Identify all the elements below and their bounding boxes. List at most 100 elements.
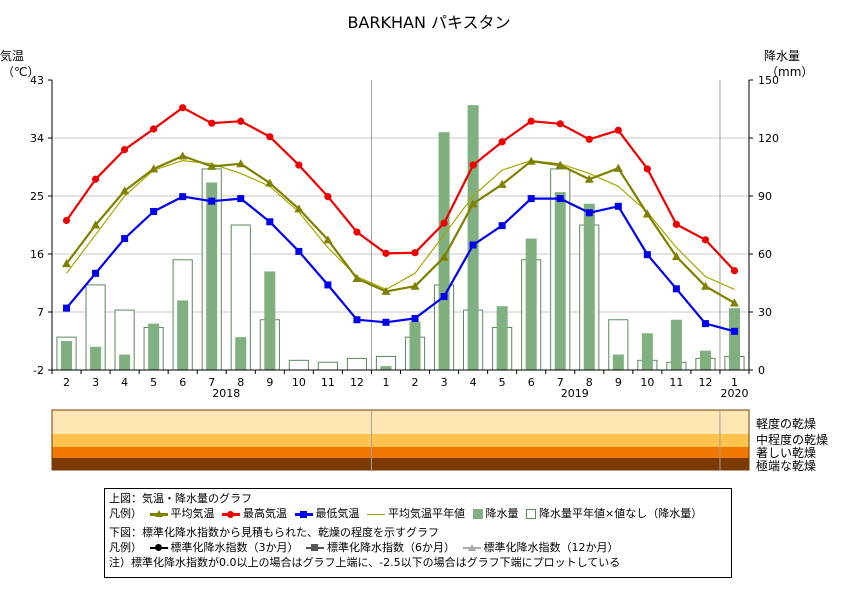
max-temp-point (295, 161, 303, 169)
left-tick-label: 7 (37, 306, 44, 319)
mean-temp-point (613, 163, 623, 172)
x-tick-label: 4 (470, 376, 477, 389)
min-temp-point (440, 293, 448, 301)
x-tick-label: 10 (640, 376, 654, 389)
legend-line-1: 上図：気温・降水量のグラフ (109, 491, 727, 506)
mean-temp-point (729, 298, 739, 307)
x-tick-label: 2 (63, 376, 70, 389)
spi12-swatch-icon (462, 544, 481, 551)
drought-band (52, 410, 749, 434)
x-tick-label: 9 (615, 376, 622, 389)
right-tick-label: 0 (758, 364, 765, 377)
legend-spi3: 標準化降水指数（3か月） (170, 541, 299, 554)
precip-bar (90, 346, 102, 370)
precip-bar (554, 192, 566, 370)
min-temp-point (498, 222, 506, 230)
max-temp-point (411, 249, 419, 257)
mean-temp-point (642, 209, 652, 218)
precip-bar (235, 337, 247, 370)
right-tick-label: 150 (758, 74, 779, 87)
x-tick-label: 6 (179, 376, 186, 389)
mean-temp-point (62, 259, 72, 268)
mean-temp-point (352, 273, 362, 282)
x-tick-label: 5 (499, 376, 506, 389)
precip-bar (525, 238, 537, 370)
precip-bar (467, 105, 479, 370)
normal-temp-line (66, 160, 735, 290)
legend-mean: 平均気温 (170, 507, 215, 520)
drought-band (52, 434, 749, 447)
min-temp-point (179, 193, 187, 201)
left-tick-label: -2 (33, 364, 44, 377)
mean-temp-point (207, 161, 217, 170)
min-temp-point (92, 269, 100, 277)
x-tick-label: 1 (731, 376, 738, 389)
plot-area (52, 80, 749, 370)
max-temp-point (62, 216, 71, 225)
precip-bar (670, 319, 682, 370)
precip-bar (264, 271, 276, 370)
precip-normal-bar (317, 361, 338, 371)
right-tick-label: 30 (758, 306, 772, 319)
mean-temp-point (323, 235, 333, 244)
mean-temp-point (294, 204, 304, 213)
precip-bar (612, 354, 624, 370)
max-temp-point (353, 228, 361, 236)
left-tick-label: 25 (30, 190, 44, 203)
mean-temp-point (671, 252, 681, 261)
x-tick-label: 3 (441, 376, 448, 389)
drought-band (52, 458, 749, 470)
precip-swatch-icon (472, 509, 483, 519)
drought-label-extreme: 極端な乾燥 (756, 458, 816, 473)
legend-note: 注）標準化降水指数が0.0以上の場合はグラフ上端に、-2.5以下の場合はグラフ下… (109, 556, 621, 569)
min-temp-point (150, 207, 158, 215)
min-temp-line (65, 195, 735, 333)
mean-temp-point (178, 151, 188, 160)
precip-bar (119, 354, 131, 370)
legend-bottom-caption: 下図：標準化降水指数から見積もられた、乾燥の程度を示すグラフ (109, 526, 439, 539)
normal-temp-swatch-icon (367, 513, 385, 515)
x-tick-label: 7 (208, 376, 215, 389)
min-temp-point (411, 314, 419, 322)
x-tick-label: 9 (266, 376, 273, 389)
mean-temp-point (265, 178, 275, 187)
drought-label-severe: 著しい乾燥 (756, 446, 816, 460)
max-temp-point (121, 146, 129, 154)
legend-normal: 平均気温平年値 (388, 507, 465, 520)
max-temp-point (585, 135, 593, 143)
mean-temp-point (555, 160, 565, 169)
legend-spi6: 標準化降水指数（6か月） (327, 541, 455, 554)
max-temp-point (730, 267, 739, 275)
max-temp-point (498, 138, 506, 146)
min-temp-point (208, 197, 216, 205)
mean-temp-point (439, 252, 449, 261)
precip-bar (496, 306, 508, 370)
max-temp-point (469, 161, 477, 169)
max-temp-point (556, 120, 564, 128)
legend-line-4: 凡例） 標準化降水指数（3か月） 標準化降水指数（6か月） 標準化降水指数（12… (109, 540, 727, 555)
x-tick-label: 8 (586, 376, 593, 389)
x-tick-label: 6 (528, 376, 535, 389)
x-tick-label: 12 (350, 376, 364, 389)
x-tick-label: 8 (237, 376, 244, 389)
precip-bar (380, 366, 392, 370)
precip-bar (409, 321, 421, 370)
max-temp-point (701, 236, 710, 244)
x-tick-label: 3 (92, 376, 99, 389)
min-temp-point (585, 209, 593, 217)
min-temp-point (556, 195, 564, 203)
precip-normal-bar (288, 359, 309, 371)
chart-title: BARKHAN パキスタン (347, 13, 510, 32)
left-axis-label-2: （℃） (2, 65, 39, 79)
max-temp-point (382, 249, 390, 257)
min-temp-point (672, 285, 680, 293)
mean-temp-point (149, 164, 159, 173)
year-label: 2020 (720, 387, 748, 400)
temperature-lines (62, 104, 739, 335)
min-temp-point (63, 304, 71, 312)
drought-label-mild: 軽度の乾燥 (756, 416, 816, 431)
max-temp-point (672, 220, 680, 228)
right-axis-label-2: （mm） (766, 65, 813, 79)
